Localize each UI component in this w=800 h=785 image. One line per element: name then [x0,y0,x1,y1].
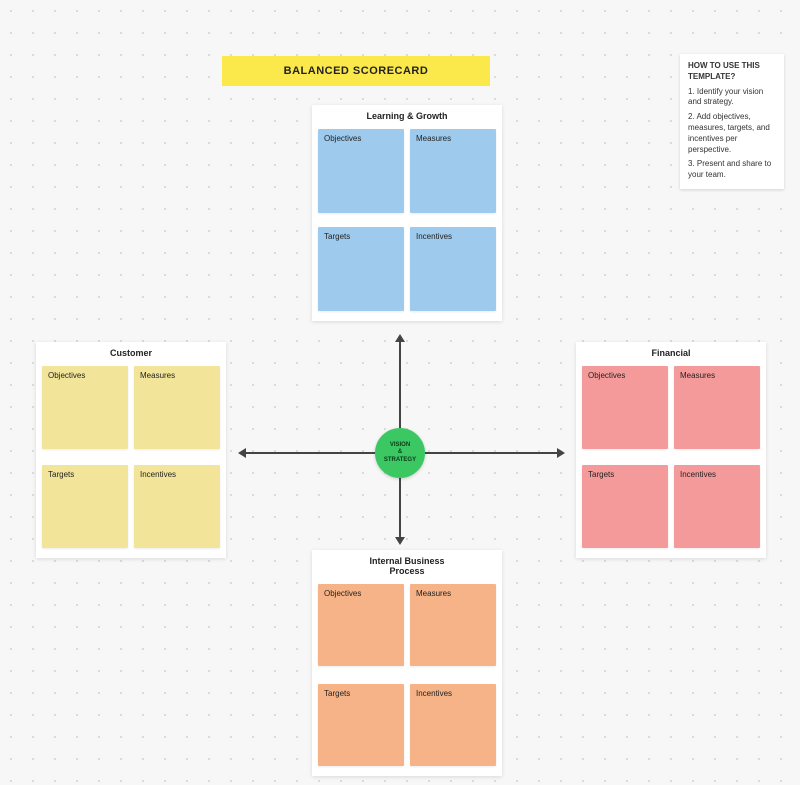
cell-targets[interactable]: Targets [318,684,404,766]
perspective-grid: Objectives Measures Targets Incentives [312,125,502,317]
help-step-1: 1. Identify your vision and strategy. [688,87,776,109]
cell-targets[interactable]: Targets [582,465,668,548]
arrow-down-head [395,537,405,545]
arrow-right-shaft [425,452,557,454]
cell-targets[interactable]: Targets [42,465,128,548]
perspective-title: Internal Business Process [312,550,502,580]
cell-measures[interactable]: Measures [134,366,220,449]
cell-targets[interactable]: Targets [318,227,404,311]
help-card: HOW TO USE THIS TEMPLATE? 1. Identify yo… [680,54,784,189]
hub-line3: STRATEGY [384,457,416,464]
perspective-learning-growth[interactable]: Learning & Growth Objectives Measures Ta… [312,105,502,321]
cell-measures[interactable]: Measures [674,366,760,449]
arrow-right-head [557,448,565,458]
perspective-title: Learning & Growth [312,105,502,125]
perspective-internal-process[interactable]: Internal Business Process Objectives Mea… [312,550,502,776]
help-card-title: HOW TO USE THIS TEMPLATE? [688,61,776,83]
arrow-left-shaft [246,452,375,454]
cell-measures[interactable]: Measures [410,129,496,213]
hub-line1: VISION [390,442,410,449]
perspective-financial[interactable]: Financial Objectives Measures Targets In… [576,342,766,558]
cell-incentives[interactable]: Incentives [410,227,496,311]
cell-incentives[interactable]: Incentives [410,684,496,766]
perspective-grid: Objectives Measures Targets Incentives [312,580,502,772]
arrow-left-head [238,448,246,458]
perspective-grid: Objectives Measures Targets Incentives [36,362,226,554]
help-step-3: 3. Present and share to your team. [688,159,776,181]
cell-measures[interactable]: Measures [410,584,496,666]
cell-objectives[interactable]: Objectives [42,366,128,449]
cell-incentives[interactable]: Incentives [674,465,760,548]
vision-strategy-hub[interactable]: VISION & STRATEGY [375,428,425,478]
cell-objectives[interactable]: Objectives [582,366,668,449]
help-step-2: 2. Add objectives, measures, targets, an… [688,112,776,155]
arrow-up-head [395,334,405,342]
arrow-down-shaft [399,478,401,537]
hub-line2: & [398,449,402,456]
perspective-title: Financial [576,342,766,362]
cell-objectives[interactable]: Objectives [318,584,404,666]
arrow-up-shaft [399,342,401,428]
cell-incentives[interactable]: Incentives [134,465,220,548]
perspective-grid: Objectives Measures Targets Incentives [576,362,766,554]
title-banner: BALANCED SCORECARD [222,56,490,86]
cell-objectives[interactable]: Objectives [318,129,404,213]
perspective-title: Customer [36,342,226,362]
perspective-customer[interactable]: Customer Objectives Measures Targets Inc… [36,342,226,558]
